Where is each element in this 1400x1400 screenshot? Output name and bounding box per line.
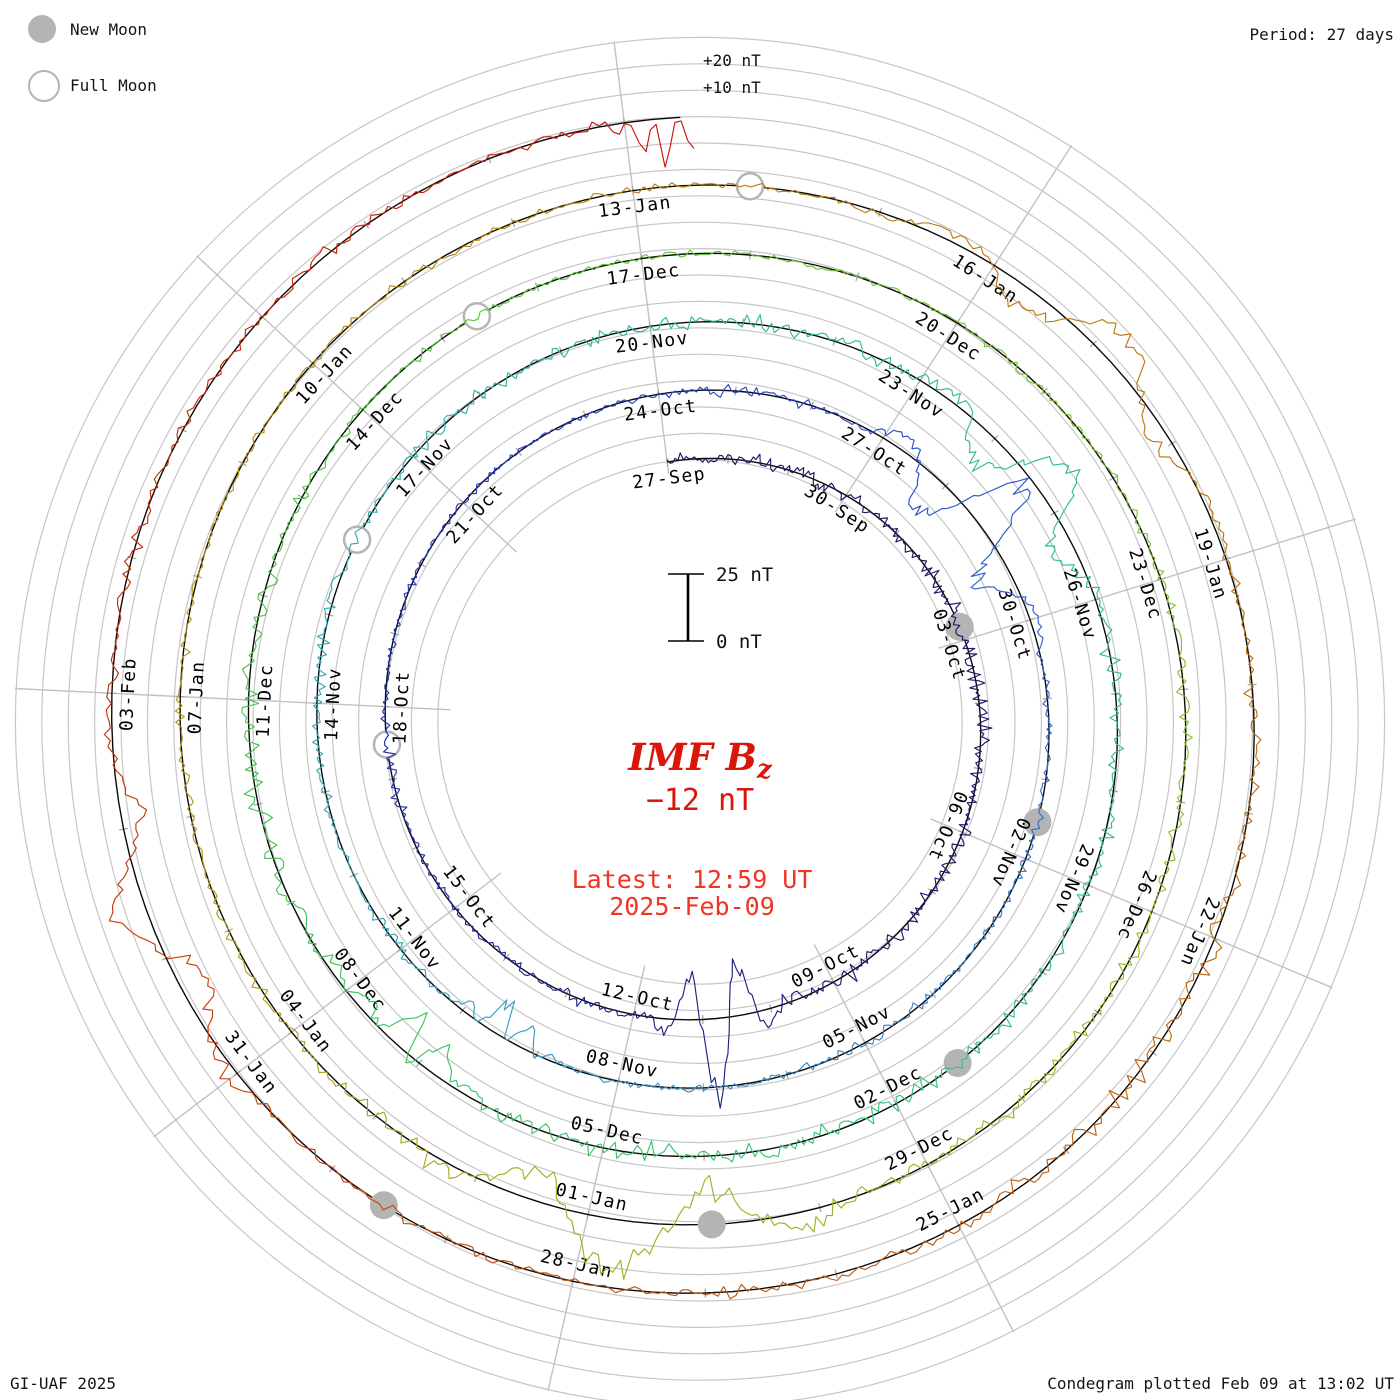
- ring-date-label: 07-Jan: [184, 660, 209, 735]
- new-moon-marker: [943, 1049, 972, 1077]
- bz-trace: [103, 120, 1262, 1300]
- current-value: −12 nT: [646, 783, 754, 818]
- plot-caption: Condegram plotted Feb 09 at 13:02 UT: [1047, 1374, 1394, 1393]
- radial-axis-labels: +20 nT +10 nT: [703, 51, 761, 97]
- ring-date-label: 12-Oct: [599, 979, 676, 1016]
- baseline-spiral: [110, 116, 1255, 1294]
- ring-date-label: 23-Dec: [1124, 546, 1166, 623]
- ring-date-label: 11-Dec: [253, 663, 278, 738]
- ring-date-label: 28-Jan: [538, 1246, 615, 1283]
- full-moon-marker: [462, 301, 492, 331]
- new-moon-marker: [1023, 808, 1052, 837]
- scale-bar-top-label: 25 nT: [716, 564, 773, 586]
- scale-bar: 25 nT 0 nT: [668, 564, 773, 653]
- ring-date-label: 20-Nov: [614, 328, 690, 358]
- ring-date-label: 18-Oct: [389, 670, 414, 745]
- ring-date-label: 14-Nov: [321, 667, 346, 742]
- ring-date-label: 17-Dec: [605, 260, 681, 290]
- ring-date-label: 08-Nov: [584, 1046, 661, 1083]
- scale-bar-bottom-label: 0 nT: [716, 631, 762, 653]
- new-moon-icon: [28, 15, 56, 43]
- ring-date-label: 27-Sep: [631, 463, 707, 493]
- ring-date-label: 19-Jan: [1189, 526, 1231, 603]
- ring-date-label: 02-Dec: [850, 1062, 925, 1115]
- ring-date-label: 16-Jan: [948, 250, 1022, 308]
- ring-date-label: 13-Jan: [597, 192, 673, 222]
- new-moon-marker: [697, 1210, 726, 1239]
- outer-20nT-label: +20 nT: [703, 51, 761, 70]
- grid-circles: [15, 37, 1385, 1400]
- new-moon-marker: [945, 612, 974, 641]
- credit: GI-UAF 2025: [10, 1374, 116, 1393]
- legend-new-moon-label: New Moon: [70, 20, 148, 39]
- period-label: Period: 27 days: [1249, 25, 1395, 44]
- ring-date-label: 03-Feb: [116, 657, 141, 732]
- latest-time: Latest: 12:59 UT: [572, 865, 813, 894]
- chart-title: IMF Bz: [627, 735, 773, 785]
- new-moon-marker: [369, 1191, 398, 1220]
- ring-date-label: 24-Oct: [623, 396, 699, 426]
- latest-date: 2025-Feb-09: [609, 892, 775, 921]
- ring-date-label: 25-Jan: [913, 1184, 988, 1237]
- radial-spokes: [14, 41, 1356, 1392]
- outer-10nT-label: +10 nT: [703, 78, 761, 97]
- legend-full-moon-label: Full Moon: [70, 76, 157, 95]
- full-moon-icon: [28, 70, 60, 102]
